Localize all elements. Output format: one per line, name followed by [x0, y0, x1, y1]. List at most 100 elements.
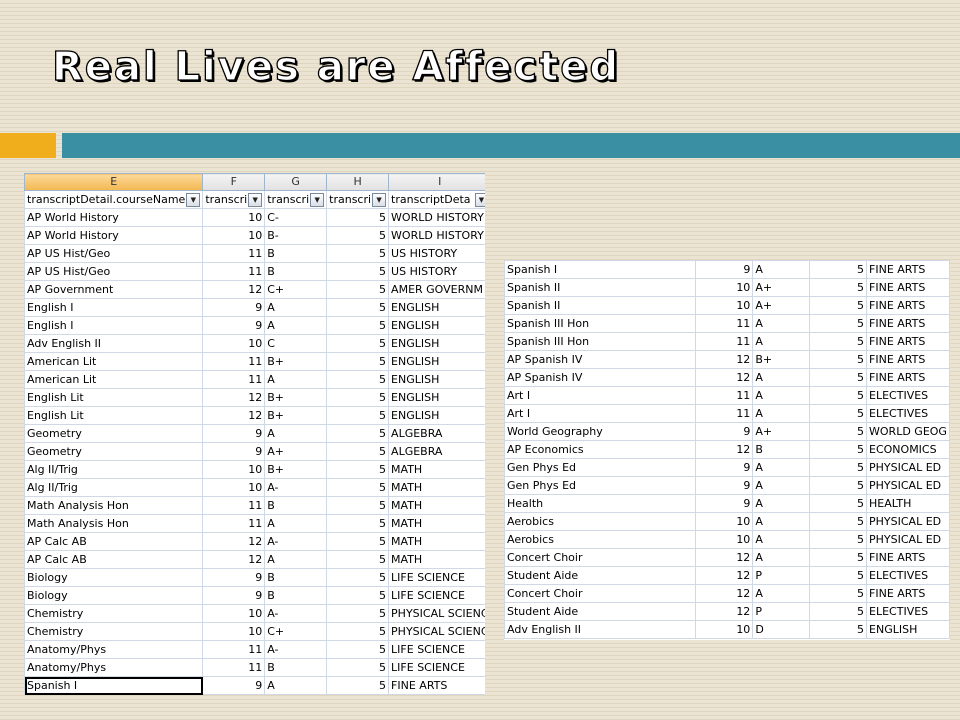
grade-level-cell[interactable]: 9	[202, 568, 266, 587]
department-cell[interactable]: WORLD GEOG	[866, 422, 950, 441]
filter-header-cell[interactable]: transcri ▼	[264, 190, 328, 209]
letter-grade-cell[interactable]: A	[752, 584, 811, 603]
department-cell[interactable]: ENGLISH	[388, 406, 485, 425]
letter-grade-cell[interactable]: C+	[264, 622, 328, 641]
letter-grade-cell[interactable]: A	[264, 550, 328, 569]
letter-grade-cell[interactable]: B-	[264, 226, 328, 245]
department-cell[interactable]: MATH	[388, 514, 485, 533]
department-cell[interactable]: WORLD HISTORY	[388, 208, 485, 227]
course-name-cell[interactable]: Student Aide	[504, 566, 697, 585]
credits-cell[interactable]: 5	[326, 676, 390, 695]
grade-level-cell[interactable]: 10	[202, 622, 266, 641]
letter-grade-cell[interactable]: C+	[264, 280, 328, 299]
department-cell[interactable]: ELECTIVES	[866, 386, 950, 405]
department-cell[interactable]: US HISTORY	[388, 262, 485, 281]
course-name-cell[interactable]: AP Spanish IV	[504, 350, 697, 369]
department-cell[interactable]: FINE ARTS	[866, 332, 950, 351]
course-name-cell[interactable]: Geometry	[24, 442, 204, 461]
credits-cell[interactable]: 5	[809, 620, 868, 639]
department-cell[interactable]: ELECTIVES	[866, 404, 950, 423]
credits-cell[interactable]: 5	[326, 316, 390, 335]
letter-grade-cell[interactable]: P	[752, 566, 811, 585]
grade-level-cell[interactable]: 12	[202, 280, 266, 299]
course-name-cell[interactable]: English Lit	[24, 406, 204, 425]
credits-cell[interactable]: 5	[809, 530, 868, 549]
letter-grade-cell[interactable]: A	[752, 512, 811, 531]
letter-grade-cell[interactable]: A-	[264, 640, 328, 659]
credits-cell[interactable]: 5	[809, 260, 868, 279]
course-name-cell[interactable]: Math Analysis Hon	[24, 514, 204, 533]
credits-cell[interactable]: 5	[326, 550, 390, 569]
letter-grade-cell[interactable]: A+	[752, 296, 811, 315]
credits-cell[interactable]: 5	[326, 604, 390, 623]
letter-grade-cell[interactable]: P	[752, 602, 811, 621]
grade-level-cell[interactable]: 11	[202, 370, 266, 389]
grade-level-cell[interactable]: 11	[202, 244, 266, 263]
letter-grade-cell[interactable]: A	[264, 298, 328, 317]
filter-dropdown-icon[interactable]: ▼	[474, 193, 485, 207]
course-name-cell[interactable]: Math Analysis Hon	[24, 496, 204, 515]
credits-cell[interactable]: 5	[809, 314, 868, 333]
grade-level-cell[interactable]: 11	[202, 352, 266, 371]
department-cell[interactable]: LIFE SCIENCE	[388, 586, 485, 605]
grade-level-cell[interactable]: 11	[202, 658, 266, 677]
course-name-cell[interactable]: Student Aide	[504, 602, 697, 621]
credits-cell[interactable]: 5	[326, 280, 390, 299]
department-cell[interactable]: ELECTIVES	[866, 566, 950, 585]
grade-level-cell[interactable]: 10	[202, 460, 266, 479]
department-cell[interactable]: PHYSICAL SCIENC	[388, 622, 485, 641]
course-name-cell[interactable]: Alg II/Trig	[24, 478, 204, 497]
credits-cell[interactable]: 5	[809, 548, 868, 567]
department-cell[interactable]: ALGEBRA	[388, 442, 485, 461]
credits-cell[interactable]: 5	[809, 476, 868, 495]
department-cell[interactable]: US HISTORY	[388, 244, 485, 263]
credits-cell[interactable]: 5	[809, 422, 868, 441]
credits-cell[interactable]: 5	[809, 278, 868, 297]
course-name-cell[interactable]: Adv English II	[504, 620, 697, 639]
grade-level-cell[interactable]: 10	[202, 478, 266, 497]
course-name-cell[interactable]: Spanish I	[24, 676, 204, 695]
department-cell[interactable]: ENGLISH	[388, 370, 485, 389]
department-cell[interactable]: FINE ARTS	[866, 278, 950, 297]
letter-grade-cell[interactable]: A-	[264, 604, 328, 623]
department-cell[interactable]: PHYSICAL SCIENC	[388, 604, 485, 623]
credits-cell[interactable]: 5	[326, 478, 390, 497]
letter-grade-cell[interactable]: A+	[264, 442, 328, 461]
grade-level-cell[interactable]: 10	[695, 620, 754, 639]
course-name-cell[interactable]: Anatomy/Phys	[24, 640, 204, 659]
credits-cell[interactable]: 5	[326, 496, 390, 515]
grade-level-cell[interactable]: 12	[202, 550, 266, 569]
course-name-cell[interactable]: Chemistry	[24, 604, 204, 623]
letter-grade-cell[interactable]: A	[752, 548, 811, 567]
credits-cell[interactable]: 5	[809, 440, 868, 459]
letter-grade-cell[interactable]: A	[752, 494, 811, 513]
letter-grade-cell[interactable]: A	[752, 476, 811, 495]
grade-level-cell[interactable]: 9	[695, 422, 754, 441]
credits-cell[interactable]: 5	[326, 388, 390, 407]
credits-cell[interactable]: 5	[326, 586, 390, 605]
course-name-cell[interactable]: Spanish II	[504, 296, 697, 315]
letter-grade-cell[interactable]: C-	[264, 208, 328, 227]
filter-header-cell[interactable]: transcriptDeta ▼	[388, 190, 485, 209]
letter-grade-cell[interactable]: A	[264, 370, 328, 389]
letter-grade-cell[interactable]: B+	[752, 350, 811, 369]
credits-cell[interactable]: 5	[809, 350, 868, 369]
letter-grade-cell[interactable]: A	[752, 314, 811, 333]
letter-grade-cell[interactable]: B	[264, 586, 328, 605]
department-cell[interactable]: FINE ARTS	[866, 350, 950, 369]
credits-cell[interactable]: 5	[326, 424, 390, 443]
course-name-cell[interactable]: Concert Choir	[504, 548, 697, 567]
course-name-cell[interactable]: AP Calc AB	[24, 532, 204, 551]
course-name-cell[interactable]: AP US Hist/Geo	[24, 262, 204, 281]
letter-grade-cell[interactable]: B	[264, 496, 328, 515]
grade-level-cell[interactable]: 9	[202, 676, 266, 695]
course-name-cell[interactable]: Health	[504, 494, 697, 513]
course-name-cell[interactable]: Art I	[504, 386, 697, 405]
department-cell[interactable]: MATH	[388, 532, 485, 551]
department-cell[interactable]: WORLD HISTORY	[388, 226, 485, 245]
course-name-cell[interactable]: Geometry	[24, 424, 204, 443]
letter-grade-cell[interactable]: A	[752, 404, 811, 423]
credits-cell[interactable]: 5	[326, 244, 390, 263]
credits-cell[interactable]: 5	[326, 370, 390, 389]
letter-grade-cell[interactable]: A	[264, 676, 328, 695]
